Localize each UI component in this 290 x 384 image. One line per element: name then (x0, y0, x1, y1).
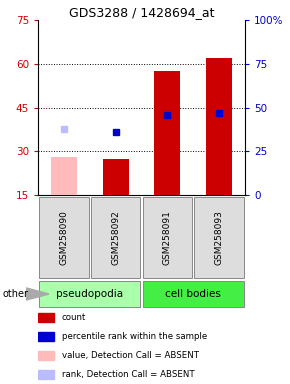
Bar (38, 331, 54, 341)
Text: GSM258091: GSM258091 (163, 210, 172, 265)
Text: pseudopodia: pseudopodia (56, 289, 123, 299)
Bar (38, 351, 54, 361)
Bar (39, 197, 89, 278)
Text: GSM258090: GSM258090 (59, 210, 68, 265)
Text: other: other (3, 289, 29, 299)
Bar (194, 197, 244, 278)
Bar (206, 58, 232, 195)
Text: cell bodies: cell bodies (165, 289, 221, 299)
Bar (143, 281, 244, 306)
Text: rank, Detection Call = ABSENT: rank, Detection Call = ABSENT (62, 370, 194, 379)
Bar (143, 197, 192, 278)
Bar (39, 281, 140, 306)
Text: value, Detection Call = ABSENT: value, Detection Call = ABSENT (62, 351, 199, 360)
Polygon shape (26, 288, 49, 300)
Text: percentile rank within the sample: percentile rank within the sample (62, 332, 207, 341)
Text: count: count (62, 313, 86, 322)
Text: GSM258092: GSM258092 (111, 210, 120, 265)
Bar (155, 71, 180, 195)
Bar (91, 197, 140, 278)
Bar (51, 157, 77, 195)
Bar (38, 313, 54, 323)
Title: GDS3288 / 1428694_at: GDS3288 / 1428694_at (69, 6, 214, 19)
Bar (103, 159, 128, 195)
Text: GSM258093: GSM258093 (215, 210, 224, 265)
Bar (38, 369, 54, 379)
